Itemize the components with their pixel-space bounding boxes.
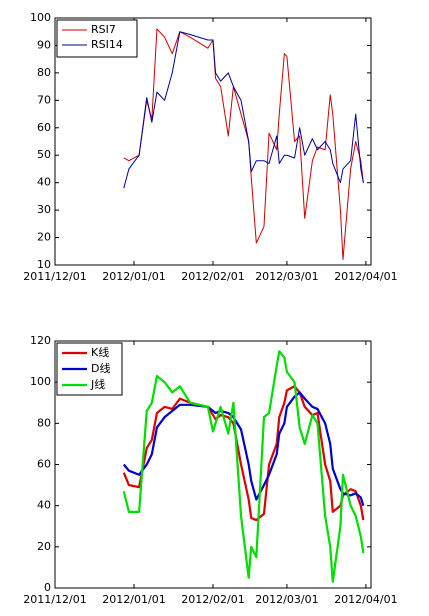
legend-label: D线 — [91, 361, 110, 375]
x-tick-label: 2012/04/01 — [334, 593, 397, 606]
series-line — [123, 31, 364, 189]
x-tick-label: 2012/01/01 — [102, 270, 165, 283]
y-tick-label: 80 — [37, 66, 51, 79]
y-tick-label: 90 — [37, 38, 51, 51]
x-tick-label: 2012/02/01 — [181, 270, 244, 283]
legend-label: K线 — [91, 345, 109, 359]
legend-label: RSI14 — [91, 38, 123, 51]
x-tick-label: 2011/12/01 — [23, 593, 86, 606]
y-tick-label: 50 — [37, 148, 51, 161]
y-tick-label: 120 — [30, 334, 51, 347]
y-tick-label: 20 — [37, 540, 51, 553]
legend-label: RSI7 — [91, 23, 116, 36]
y-tick-label: 100 — [30, 375, 51, 388]
series-line — [123, 28, 364, 261]
series-line — [122, 385, 365, 522]
y-tick-label: 20 — [37, 231, 51, 244]
y-tick-label: 0 — [44, 581, 51, 594]
y-tick-label: 10 — [37, 258, 51, 271]
y-tick-label: 60 — [37, 458, 51, 471]
x-tick-label: 2012/02/01 — [181, 593, 244, 606]
y-tick-label: 60 — [37, 121, 51, 134]
x-tick-label: 2012/04/01 — [334, 270, 397, 283]
x-tick-label: 2012/01/01 — [102, 593, 165, 606]
y-tick-label: 80 — [37, 416, 51, 429]
y-tick-label: 30 — [37, 203, 51, 216]
y-tick-label: 100 — [30, 11, 51, 24]
plot-area — [54, 17, 372, 266]
y-tick-label: 70 — [37, 93, 51, 106]
x-tick-label: 2011/12/01 — [23, 270, 86, 283]
y-tick-label: 40 — [37, 176, 51, 189]
series-line — [122, 350, 365, 583]
y-tick-label: 40 — [37, 499, 51, 512]
x-tick-label: 2012/03/01 — [255, 593, 318, 606]
legend-box — [56, 19, 138, 58]
x-tick-label: 2012/03/01 — [255, 270, 318, 283]
legend-label: J线 — [90, 377, 105, 391]
